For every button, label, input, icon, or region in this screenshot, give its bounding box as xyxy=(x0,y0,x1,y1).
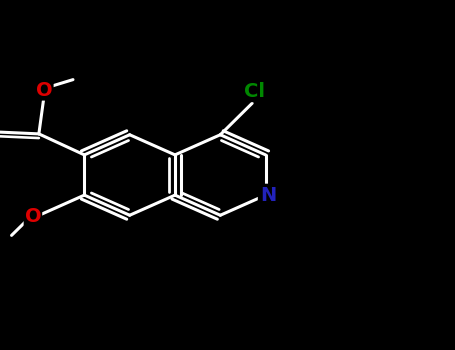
Text: Cl: Cl xyxy=(244,82,265,101)
Text: O: O xyxy=(25,206,41,226)
Text: N: N xyxy=(260,186,276,205)
Text: O: O xyxy=(36,80,53,100)
